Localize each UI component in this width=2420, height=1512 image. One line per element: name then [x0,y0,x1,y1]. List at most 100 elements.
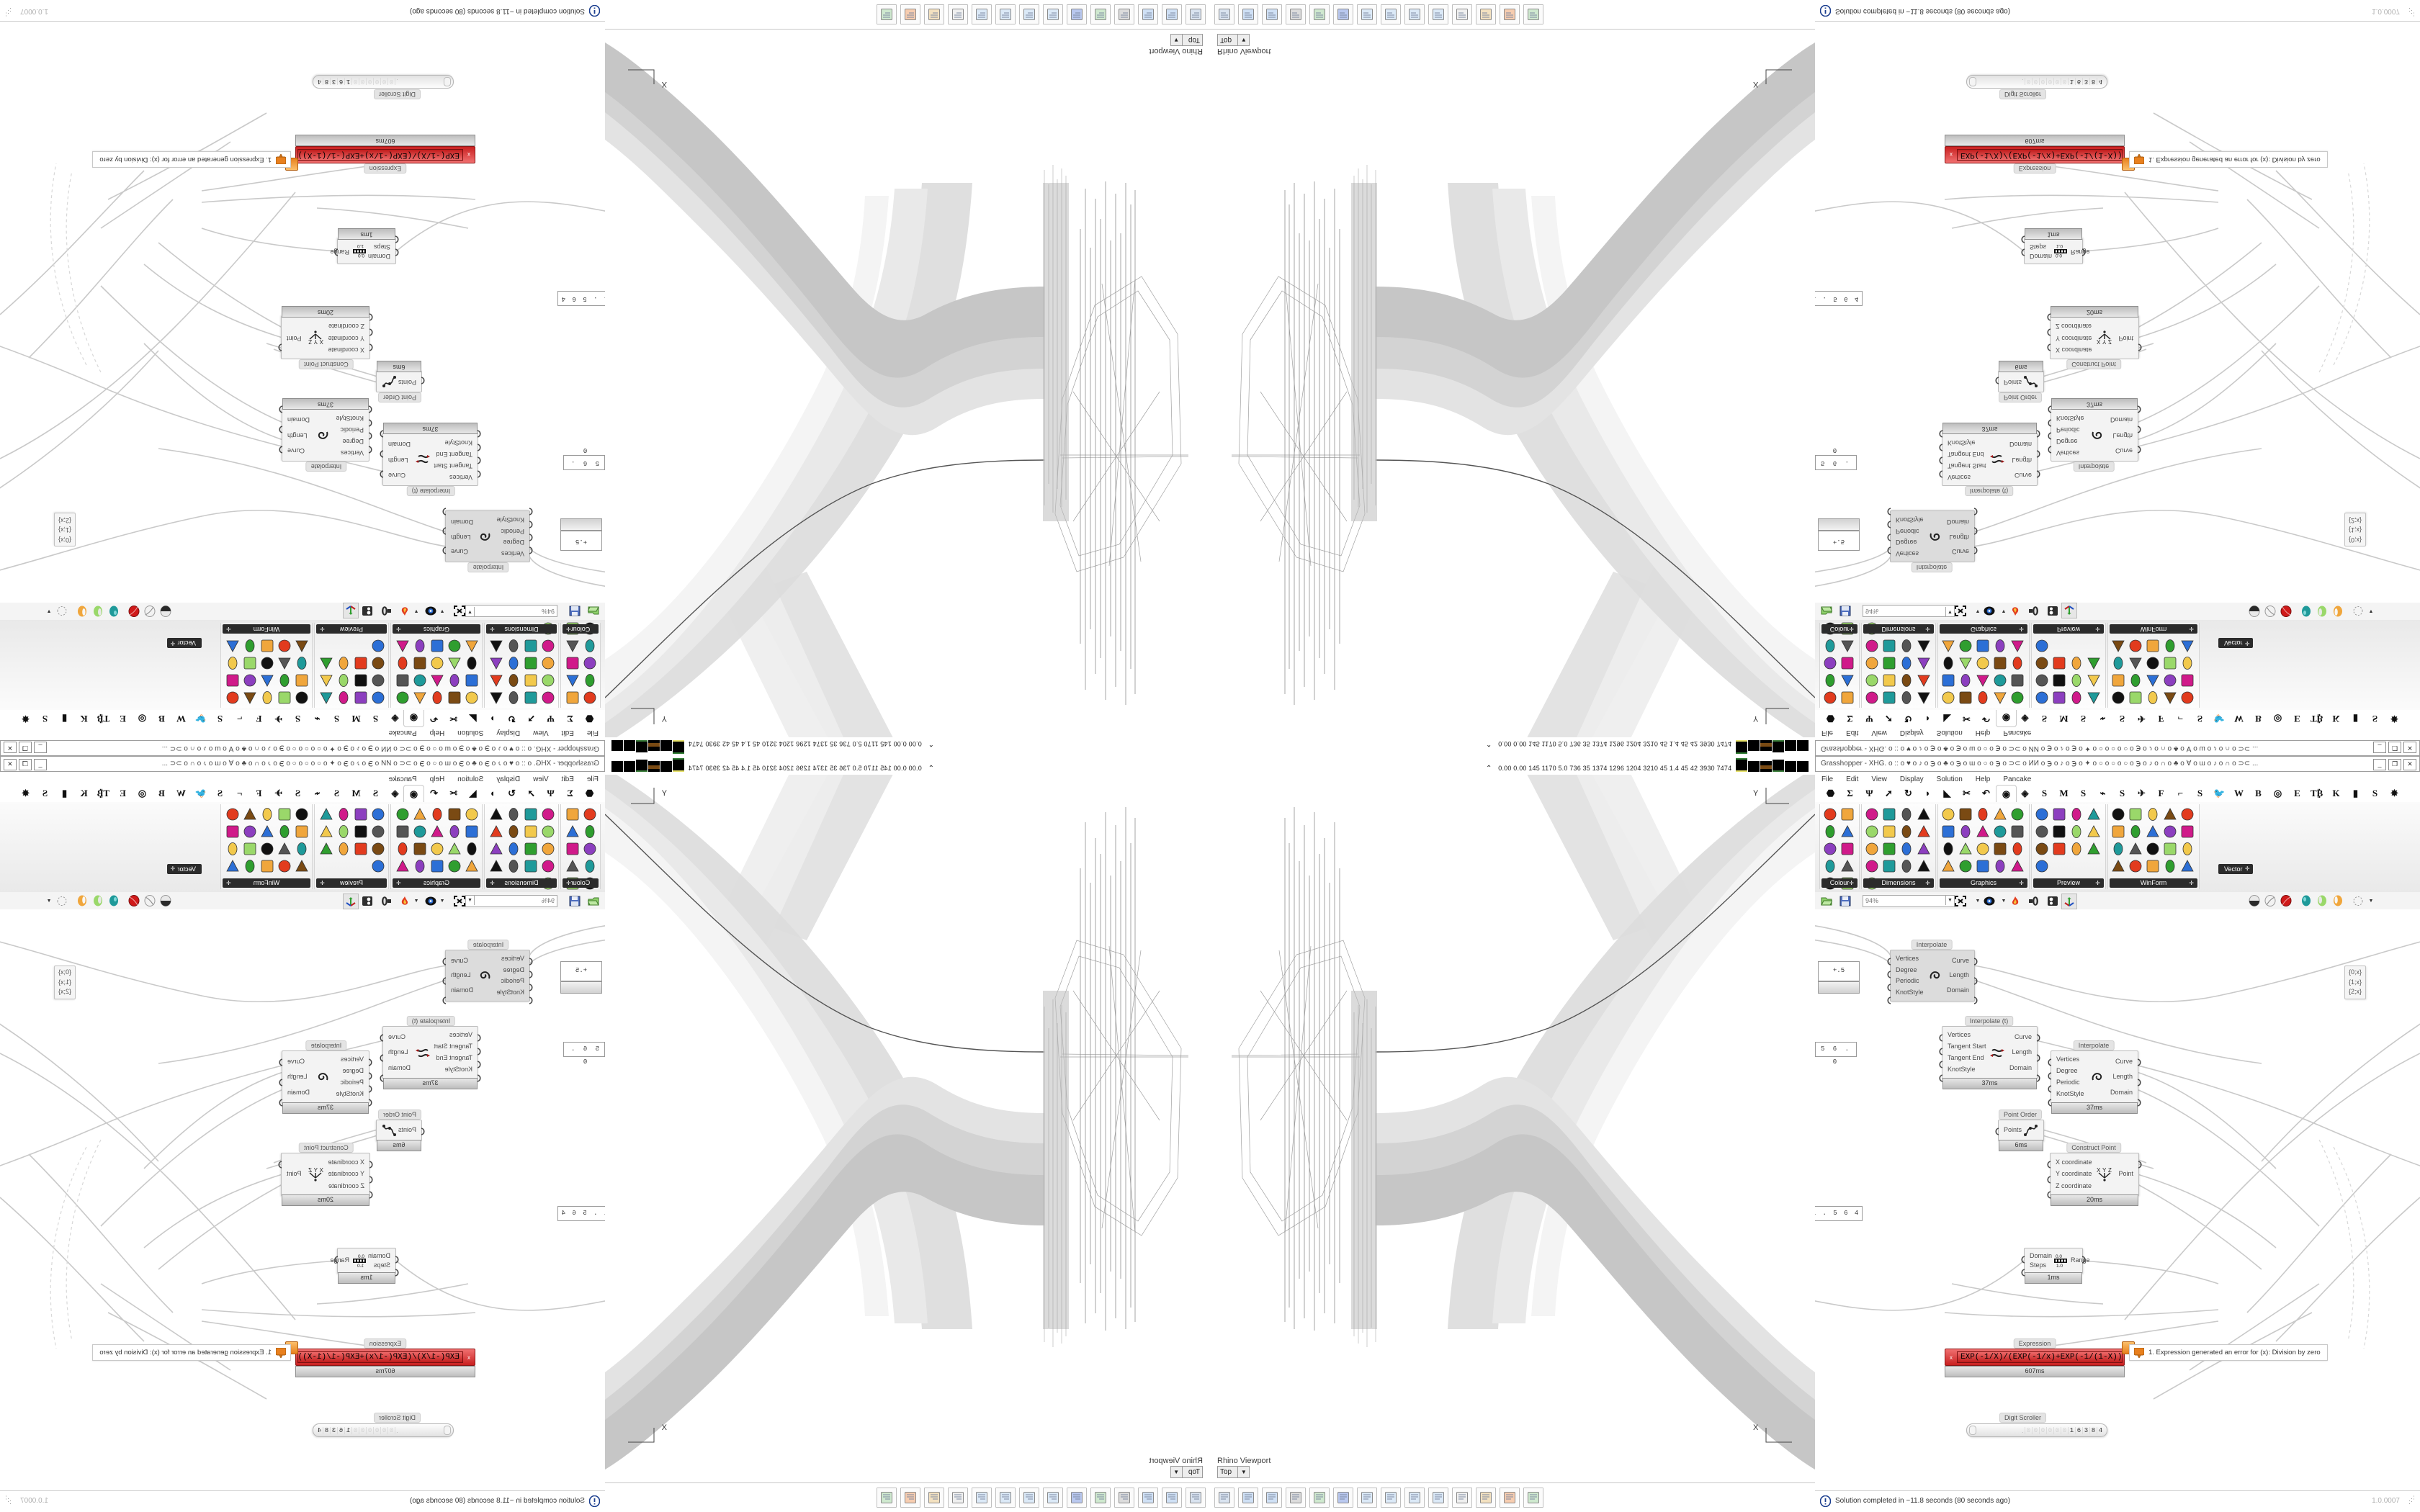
menu-item-display[interactable]: Display [496,775,521,783]
slider-b[interactable]: 5 6 . 0 [563,446,605,470]
node-input-port[interactable] [395,1254,400,1264]
interpolate-t-node-body[interactable]: Vertices Tangent Start Tangent End KnotStyl… [1939,1026,2041,1089]
interpolate-node-1-body[interactable]: Vertices Degree Periodic KnotStyle Curve Leng… [442,508,533,562]
node-output-port[interactable] [1973,527,1978,536]
node-output-port[interactable] [379,430,384,439]
winform-component-17[interactable] [259,637,276,654]
dimensions-component-9[interactable] [1881,840,1898,858]
slider-c[interactable]: 1 . 5 6 4 [1815,291,1863,306]
notepad-icon[interactable] [1428,4,1448,24]
preview-component-1[interactable] [2051,806,2068,823]
scroller-digit[interactable]: 0 [2061,1426,2068,1434]
range-node-body[interactable]: Domain Steps 0.0 1.0 Range 1ms [330,228,399,264]
colour-component-5[interactable] [564,654,581,672]
winform-component-8[interactable] [241,672,259,689]
interpolate-node-2-body[interactable]: Vertices Degree Periodic KnotStyle Curve Leng… [2048,398,2141,462]
node-output-port[interactable] [1973,546,1978,556]
graphics-component-12[interactable] [1974,654,1991,672]
grasshopper-canvas[interactable]: {0;x} {1;x} {2;x} +.5 5 6 . 0 1 . 5 6 4 In… [0,21,605,603]
node-output-port[interactable] [2137,1077,2142,1086]
node-output-label[interactable]: Domain [451,518,474,526]
winform-component-10[interactable] [293,840,310,858]
node-output-port[interactable] [278,1077,283,1086]
dimensions-component-10[interactable] [505,654,522,672]
node-input-label[interactable]: Vertices [1948,1031,1971,1039]
node-output-port[interactable] [2036,1073,2041,1082]
splash-icon[interactable] [1452,4,1472,24]
bake-icon[interactable] [2027,604,2041,618]
pages-stack-icon[interactable] [1138,4,1158,24]
node-output-port[interactable] [278,405,283,415]
interpolate-t-node[interactable]: Interpolate (t) Vertices Tangent Start Tang… [380,423,481,496]
graphics-group[interactable]: Graphics ✛ [1937,623,2030,708]
node-output-port[interactable] [442,546,447,556]
dimensions-component-14[interactable] [505,858,522,875]
preview-component-7[interactable] [2085,672,2102,689]
winform-group-label[interactable]: WinForm ✛ [2110,624,2197,634]
colour-group[interactable]: Colour ✛ [1819,804,1860,907]
dimensions-component-11[interactable] [1915,840,1932,858]
pin-icon[interactable]: ✛ [170,640,176,647]
winform-component-0[interactable] [293,689,310,706]
scroller-digit[interactable]: 0 [2025,1426,2032,1434]
mesh-tab[interactable]: ◣ [1943,714,1951,724]
node-input-label[interactable]: Domain [367,1252,390,1259]
node-output-port[interactable] [1973,956,1978,966]
menu-item-display[interactable]: Display [1899,729,1924,737]
vector-tab[interactable]: ➚ [1885,788,1893,798]
canvas-toolbar[interactable]: 94% ▼ ▼ ▼ [0,602,605,620]
floppy64-icon[interactable] [1067,4,1087,24]
weaverbird-tab[interactable]: ⌁ [2099,714,2106,724]
preview-eye-icon[interactable] [424,604,438,618]
chevron-down-icon[interactable]: ▼ [466,607,475,616]
graphics-component-3[interactable] [411,806,429,823]
dimensions-component-5[interactable] [522,672,539,689]
graphics-component-19[interactable] [2009,637,2026,654]
star-tab[interactable]: ✸ [2390,714,2398,724]
node-output-label[interactable]: Length [2012,1048,2032,1056]
s4-tab[interactable]: S [217,714,223,724]
winform-component-11[interactable] [2127,840,2144,858]
viewport-tab-top[interactable]: Top ▼ [1217,1466,1250,1478]
node-input-port[interactable] [1994,1126,1999,1135]
maths-tab[interactable]: Σ [567,788,573,798]
node-input-label[interactable]: Tangent Start [434,462,472,469]
interpolate-node-2[interactable]: Interpolate Vertices Degree Periodic KnotSty… [2048,1040,2141,1114]
tb-tab[interactable]: T₿ [97,788,110,798]
sets-tab[interactable]: Ψ [547,788,555,798]
node-input-port[interactable] [395,248,400,258]
pages-icon[interactable] [1238,4,1258,24]
graphics-component-0[interactable] [463,689,480,706]
s1-tab[interactable]: S [2041,788,2048,798]
winform-component-14[interactable] [2179,654,2196,672]
node-output-label[interactable]: Point [287,1170,302,1178]
node-input-label[interactable]: Degree [2056,1067,2078,1075]
preview-component-4[interactable] [2033,672,2051,689]
preview-component-8[interactable] [2033,654,2051,672]
winform-component-10[interactable] [293,654,310,672]
node-input-port[interactable] [368,405,373,415]
surface-tab[interactable]: ◗ [1924,714,1931,724]
param-tree[interactable]: {0;x} {1;x} {2;x} [2344,966,2367,999]
menu-item-help[interactable]: Help [429,775,445,783]
pin-icon[interactable]: ✛ [2019,880,2024,886]
surface-tab[interactable]: ◗ [489,714,496,724]
node-input-label[interactable]: Z coordinate [328,322,364,330]
dimensions-component-13[interactable] [522,858,539,875]
node-output-port[interactable] [278,446,283,455]
colour-group-label[interactable]: Colour ✛ [563,878,599,888]
colour-component-6[interactable] [1821,637,1839,654]
minimize-button[interactable]: _ [2373,759,2386,770]
winform-component-16[interactable] [276,858,293,875]
dimensions-component-5[interactable] [1881,672,1898,689]
interpolate-t-node[interactable]: Interpolate (t) Vertices Tangent Start Tang… [380,1016,481,1089]
scroller-digit[interactable]: 6 [338,78,345,86]
winform-group-label[interactable]: WinForm ✛ [2110,878,2197,888]
graphics-component-10[interactable] [1940,840,1957,858]
interpolate-node-2-body[interactable]: Vertices Degree Periodic KnotStyle Curve Leng… [2048,1050,2141,1114]
param-tree[interactable]: {0;x} {1;x} {2;x} [53,966,76,999]
grasshopper-title-bar[interactable]: Grasshopper - XHG. o :: o ♥ o ♪ o ℈ o ♣ … [1815,740,2420,756]
window-buttons[interactable]: _ ❐ ✕ [4,759,47,770]
graphics-component-7[interactable] [1974,672,1991,689]
k-tab[interactable]: K [2332,788,2340,798]
